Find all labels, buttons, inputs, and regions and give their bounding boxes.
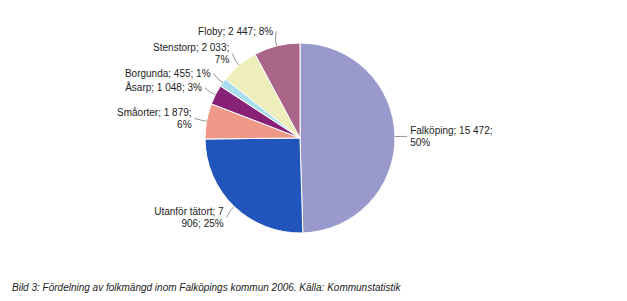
slice-label: Floby; 2 447; 8% [198,26,273,37]
slice-label-line: Utanför tätort; 7 [154,206,224,217]
leader-line [395,136,407,137]
slice-label: Småorter; 1 879;6% [117,107,192,130]
slice-label-line: Åsarp; 1 048; 3% [125,81,202,93]
chart-container: Falköping; 15 472;50% Utanför tätort; 790… [0,0,627,301]
slice-label-line: Stenstorp; 2 033; [153,42,229,53]
leader-line [214,74,223,83]
chart-svg: Falköping; 15 472;50% Utanför tätort; 790… [0,0,627,301]
slice-label-line: 7% [215,54,230,65]
leader-line [227,207,235,218]
leader-line [232,53,239,65]
slice-label-line: Floby; 2 447; 8% [198,26,273,37]
slice-label: Falköping; 15 472;50% [410,125,492,148]
leader-line [275,31,276,46]
slice-label: Åsarp; 1 048; 3% [125,81,202,93]
slice-label-line: Falköping; 15 472; [410,125,492,136]
pie-slices [205,43,395,233]
leader-line [205,88,216,95]
slice-label-line: Småorter; 1 879; [117,107,191,118]
caption: Bild 3: Fördelning av folkmängd inom Fal… [12,282,402,293]
slice-label-line: 6% [177,119,192,130]
slice-label-line: Borgunda; 455; 1% [125,68,211,79]
slice-label: Stenstorp; 2 033;7% [153,42,229,65]
slice-label: Borgunda; 455; 1% [125,68,211,79]
slice-label-line: 50% [410,137,430,148]
background [0,0,627,301]
pie-slice [255,43,300,138]
slice-labels: Falköping; 15 472;50% Utanför tätort; 790… [117,26,492,229]
leader-line [195,118,207,121]
pie-slice [300,43,395,233]
slice-label: Utanför tätort; 7906; 25% [154,206,224,229]
slice-label-line: 906; 25% [181,218,223,229]
leader-lines [195,31,408,217]
